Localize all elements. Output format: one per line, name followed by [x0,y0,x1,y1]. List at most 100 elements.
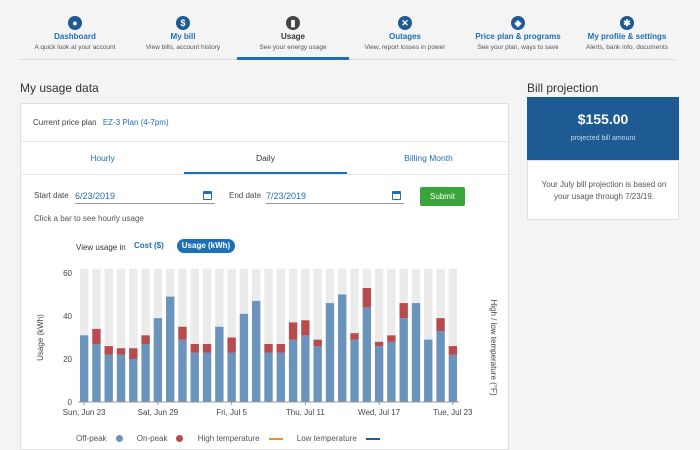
y-tick-label: 60 [63,269,72,278]
toggle-usage-kwh[interactable]: Usage (kWh) [177,239,235,253]
y-tick-label: 40 [63,312,72,321]
bar-offpeak [362,307,372,402]
legend-label: High temperature [197,434,260,443]
nav-sub: View bills, account history [145,44,221,51]
bar-background [129,268,138,402]
bar-background [313,268,322,402]
bar-onpeak [202,343,212,353]
nav-label: Dashboard [54,32,96,41]
tab-daily[interactable]: Daily [256,153,275,163]
tab-active-indicator [184,172,347,174]
low-temp-swatch [365,437,380,440]
bar-offpeak [92,343,101,402]
bar-offpeak [153,318,163,402]
bar-offpeak [387,341,396,402]
nav-sub: See your energy usage [259,44,327,51]
end-date-label: End date [229,191,262,200]
bar-chart-icon: ▮ [286,16,300,30]
tab-billing-month[interactable]: Billing Month [404,153,453,163]
nav-usage[interactable]: ▮ Usage See your energy usage [237,0,349,60]
bar-onpeak [141,335,150,344]
bar-offpeak [374,346,384,402]
nav-active-indicator [237,57,349,60]
bar-offpeak [141,343,150,402]
bar-offpeak [411,303,421,402]
projected-amount: $155.00 [577,111,629,127]
bar-onpeak [227,337,236,353]
plan-link[interactable]: EZ-3 Plan (4-7pm) [102,118,169,127]
gear-icon: ✱ [620,16,634,30]
legend-label: Off-peak [76,434,107,443]
bar-offpeak [301,335,310,402]
nav-outages[interactable]: ✕ Outages View, report losses in power [350,0,460,60]
bar-offpeak [436,331,445,402]
bar-onpeak [301,320,310,336]
view-usage-label: View usage in [76,243,126,252]
bar-offpeak [215,326,224,402]
plan-label: Current price plan [33,118,97,127]
bar-background [448,268,458,402]
bar-onpeak [362,288,372,308]
tab-hourly[interactable]: Hourly [90,153,115,163]
bar-onpeak [313,339,322,347]
bar-onpeak [350,333,359,340]
bar-offpeak [276,352,285,402]
bar-onpeak [264,343,273,353]
bar-onpeak [288,322,298,340]
bar-onpeak [92,328,101,344]
user-icon: ● [68,16,82,30]
toggle-cost[interactable]: Cost ($) [134,241,164,250]
onpeak-swatch [176,435,184,443]
bar-offpeak [325,303,335,402]
price-plan-icon: ◈ [511,16,525,30]
nav-my-bill[interactable]: $ My bill View bills, account history [130,0,236,60]
end-date-input[interactable] [266,189,404,204]
x-tick-label: Sat, Jun 29 [138,408,179,417]
legend-high-temp: High temperature [198,434,289,443]
high-temp-swatch [268,437,283,440]
bar-onpeak [387,335,396,342]
nav-label: Outages [388,32,421,41]
x-tick-label: Thu, Jul 11 [286,408,326,417]
start-date-input[interactable] [75,189,215,204]
dollar-icon: $ [176,16,190,30]
nav-label: Usage [280,32,305,41]
bar-offpeak [338,294,347,402]
bar-offpeak [165,296,175,402]
bar-offpeak [116,354,126,402]
nav-label: My profile & settings [587,32,667,41]
calendar-icon[interactable] [203,191,212,200]
bar-onpeak [178,326,187,340]
nav-label: Price plan & programs [475,32,561,41]
x-tick-label: Tue, Jul 23 [433,408,473,417]
projected-amount-label: projected bill amount [570,135,636,142]
nav-sub: See your plan, ways to save [477,44,559,51]
bar-offpeak [202,352,212,402]
bar-offpeak [178,339,187,402]
usage-chart: 0 20 40 60 Usage (kWh) High / low temperature… [36,268,498,417]
calendar-icon[interactable] [392,191,401,200]
nav-profile-settings[interactable]: ✱ My profile & settings Alerts, bank inf… [576,0,678,60]
bar-background [190,268,199,402]
bar-offpeak [424,339,433,402]
submit-button[interactable]: Submit [420,187,465,206]
bar-offpeak [79,335,89,402]
bar-offpeak [104,354,113,402]
nav-price-plan[interactable]: ◈ Price plan & programs See your plan, w… [462,0,574,60]
bar-offpeak [313,346,322,402]
nav-sub: View, report losses in power [364,44,446,51]
projection-header: $155.00 projected bill amount [527,97,679,160]
bar-offpeak [252,300,261,402]
bar-background [104,268,113,402]
bar-background [424,268,433,402]
nav-dashboard[interactable]: ● Dashboard A quick look at your account [20,0,130,60]
bar-hint: Click a bar to see hourly usage [34,214,144,223]
bar-background [374,268,384,402]
legend-label: Low temperature [296,434,357,443]
bar-background [276,268,285,402]
legend-low-temp: Low temperature [297,434,386,443]
bar-onpeak [399,303,408,319]
nav-sub: A quick look at your account [34,44,116,51]
bar-onpeak [116,348,126,355]
bar-offpeak [129,359,138,402]
